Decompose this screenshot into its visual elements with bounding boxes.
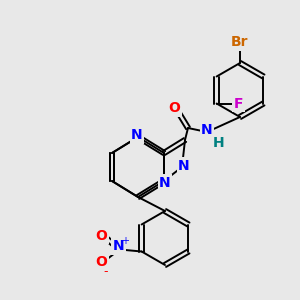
Text: O: O [168, 101, 180, 115]
Text: N: N [178, 159, 190, 173]
Text: F: F [234, 97, 243, 110]
Text: O: O [96, 256, 108, 269]
Text: N: N [131, 128, 143, 142]
Text: O: O [96, 229, 108, 242]
Text: H: H [213, 136, 225, 150]
Text: +: + [121, 236, 129, 247]
Text: N: N [201, 123, 213, 137]
Text: N: N [159, 176, 171, 190]
Text: N: N [113, 239, 124, 254]
Text: Br: Br [231, 35, 249, 49]
Text: -: - [103, 265, 108, 278]
